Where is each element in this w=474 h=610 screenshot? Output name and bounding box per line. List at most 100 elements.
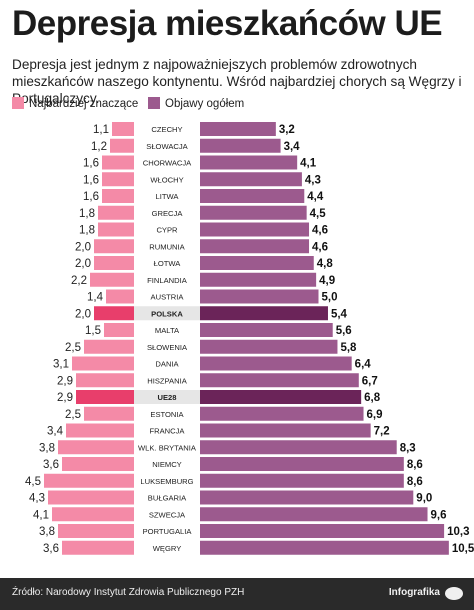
data-label-left-litwa: 1,6 [83,191,99,203]
highlight-band-polska [134,306,200,321]
footer-brand: Infografika [388,587,440,598]
bar-left-słowenia [84,339,134,354]
bar-right-słowenia [200,339,338,354]
data-label-right-luksemburg: 8,6 [407,476,423,488]
data-label-left-czechy: 1,1 [93,124,109,136]
category-label-finlandia: FINLANDIA [147,276,188,285]
data-label-right-finlandia: 4,9 [319,275,335,287]
brand-logo-icon [445,587,463,600]
data-label-right-dania: 6,4 [355,359,372,371]
category-label-słowenia: SŁOWENIA [147,343,188,352]
chart-subtitle: Depresja jest jednym z najpoważniejszych… [12,57,462,106]
data-label-right-cypr: 4,6 [312,225,328,237]
bar-right-polska [200,306,328,321]
category-label-hiszpania: HISZPANIA [147,376,187,385]
data-label-right-rumunia: 4,6 [312,241,328,253]
category-label-łotwa: ŁOTWA [154,259,182,268]
category-label-francja: FRANCJA [149,427,185,436]
data-label-left-grecja: 1,8 [79,208,95,220]
chart-title: Depresja mieszkańców UE [12,4,443,43]
footer: Źródło: Narodowy Instytut Zdrowia Public… [0,578,474,610]
data-label-left-finlandia: 2,2 [71,275,87,287]
bar-left-wlk-brytania [58,440,134,455]
data-label-right-francja: 7,2 [374,426,390,438]
data-label-left-portugalia: 3,8 [39,526,55,538]
butterfly-bar-chart: 1,1 3,2 CZECHY 1,2 3,4 SŁOWACJA 1,6 4,1 CHORWACJ… [25,122,474,555]
bar-left-słowacja [110,138,134,153]
data-label-right-węgry: 10,5 [452,543,474,555]
data-label-right-ue28: 6,8 [364,392,381,404]
data-label-right-litwa: 4,4 [307,191,324,203]
category-label-malta: MALTA [155,326,180,335]
data-label-left-malta: 1,5 [85,325,101,337]
bar-right-niemcy [200,457,404,471]
data-label-left-dania: 3,1 [53,359,69,371]
data-label-left-chorwacja: 1,6 [83,158,99,170]
data-label-left-słowacja: 1,2 [91,141,107,153]
bar-right-węgry [200,540,449,555]
category-label-ue28: UE28 [158,393,177,402]
data-label-right-słowenia: 5,8 [340,342,357,354]
data-label-left-włochy: 1,6 [83,174,99,186]
data-label-right-wlk-brytania: 8,3 [400,442,416,454]
bar-left-włochy [102,172,134,187]
bar-right-luksemburg [200,473,404,488]
bar-right-czechy [200,122,276,136]
data-label-left-rumunia: 2,0 [75,241,91,253]
bar-right-finlandia [200,272,317,287]
data-label-left-hiszpania: 2,9 [57,375,73,387]
data-label-left-łotwa: 2,0 [75,258,91,270]
bar-right-grecja [200,205,307,220]
data-label-right-polska: 5,4 [331,308,348,320]
category-label-wlk-brytania: WLK. BRYTANIA [138,443,197,452]
data-label-left-austria: 1,4 [87,292,104,304]
category-label-niemcy: NIEMCY [152,460,182,469]
bar-right-portugalia [200,524,445,538]
category-label-włochy: WŁOCHY [150,175,183,184]
legend-label-right: Objawy ogółem [165,98,245,110]
bar-left-niemcy [62,457,134,471]
data-label-left-szwecja: 4,1 [33,509,49,521]
data-label-left-luksemburg: 4,5 [25,476,41,488]
bar-left-węgry [62,540,134,555]
bar-left-cypr [98,222,134,237]
bar-left-ue28 [76,390,134,404]
bar-right-dania [200,356,352,371]
bar-left-finlandia [90,272,134,287]
bar-left-dania [72,356,134,371]
data-label-right-estonia: 6,9 [367,409,383,421]
data-label-right-niemcy: 8,6 [407,459,423,471]
bar-right-słowacja [200,138,281,153]
bar-right-włochy [200,172,302,187]
data-label-left-wlk-brytania: 3,8 [39,442,55,454]
category-label-cypr: CYPR [156,226,178,235]
highlight-band-ue28 [134,390,200,404]
bar-left-rumunia [94,239,134,254]
bar-right-wlk-brytania [200,440,397,455]
bar-right-cypr [200,222,310,237]
category-label-estonia: ESTONIA [150,410,184,419]
legend-label-left: Najbardziej znaczące [29,98,139,110]
bar-right-szwecja [200,507,428,522]
category-label-szwecja: SZWECJA [149,510,186,519]
bar-right-łotwa [200,256,314,270]
data-label-right-włochy: 4,3 [305,174,321,186]
data-label-right-słowacja: 3,4 [284,141,301,153]
category-label-węgry: WĘGRY [153,544,182,553]
bar-right-litwa [200,189,305,203]
bar-left-luksemburg [44,473,134,488]
data-label-right-hiszpania: 6,7 [362,375,378,387]
bar-left-polska [94,306,134,321]
legend-item-objawy-ogolem: Objawy ogółem [148,97,244,110]
data-label-right-szwecja: 9,6 [431,509,447,521]
category-label-grecja: GRECJA [152,209,184,218]
category-label-czechy: CZECHY [151,125,182,134]
data-label-left-węgry: 3,6 [43,543,59,555]
bar-right-hiszpania [200,373,359,388]
bar-left-chorwacja [102,155,134,170]
data-label-left-bułgaria: 4,3 [29,493,45,505]
bar-left-litwa [102,189,134,203]
bar-left-austria [106,289,134,304]
bar-right-rumunia [200,239,310,254]
bar-right-francja [200,423,371,438]
